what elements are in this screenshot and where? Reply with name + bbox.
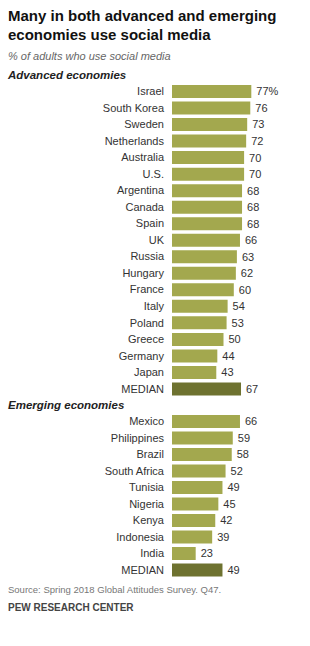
svg-text:Kenya: Kenya — [133, 514, 165, 526]
svg-text:59: 59 — [238, 432, 250, 444]
svg-text:42: 42 — [220, 514, 232, 526]
svg-text:66: 66 — [245, 415, 257, 427]
svg-text:Netherlands: Netherlands — [105, 135, 165, 147]
svg-text:49: 49 — [227, 564, 239, 576]
svg-text:73: 73 — [252, 118, 264, 130]
svg-text:Sweden: Sweden — [124, 118, 164, 130]
svg-text:Greece: Greece — [128, 333, 164, 345]
html-text:Many in both advanced and emer: Many in both advanced and emerging econo… — [8, 7, 277, 43]
svg-text:49: 49 — [227, 481, 239, 493]
svg-text:45: 45 — [223, 498, 235, 510]
svg-text:Tunisia: Tunisia — [129, 481, 165, 493]
svg-text:Philippines: Philippines — [111, 432, 165, 444]
svg-text:68: 68 — [247, 185, 259, 197]
svg-text:UK: UK — [149, 234, 165, 246]
html-text:PEW RESEARCH CENTER: PEW RESEARCH CENTER — [8, 602, 134, 613]
svg-text:68: 68 — [247, 218, 259, 230]
svg-text:Mexico: Mexico — [129, 415, 164, 427]
svg-text:76: 76 — [255, 102, 267, 114]
svg-text:Nigeria: Nigeria — [129, 498, 165, 510]
svg-text:MEDIAN: MEDIAN — [121, 564, 164, 576]
svg-text:44: 44 — [222, 350, 234, 362]
svg-text:South Korea: South Korea — [103, 102, 165, 114]
svg-text:Australia: Australia — [121, 151, 165, 163]
svg-text:Israel: Israel — [137, 85, 164, 97]
svg-text:Hungary: Hungary — [122, 267, 164, 279]
svg-text:23: 23 — [201, 547, 213, 559]
svg-text:Spain: Spain — [136, 217, 164, 229]
svg-text:53: 53 — [232, 317, 244, 329]
svg-text:Russia: Russia — [130, 250, 165, 262]
svg-text:Brazil: Brazil — [136, 448, 164, 460]
svg-text:52: 52 — [231, 465, 243, 477]
svg-text:60: 60 — [239, 284, 251, 296]
svg-text:77%: 77% — [256, 85, 278, 97]
svg-text:Italy: Italy — [144, 300, 165, 312]
svg-text:Argentina: Argentina — [117, 184, 165, 196]
svg-text:MEDIAN: MEDIAN — [121, 383, 164, 395]
svg-text:France: France — [130, 283, 164, 295]
svg-text:58: 58 — [237, 448, 249, 460]
svg-text:50: 50 — [229, 333, 241, 345]
svg-text:South Africa: South Africa — [105, 465, 165, 477]
svg-text:Canada: Canada — [125, 201, 164, 213]
svg-text:Poland: Poland — [130, 317, 164, 329]
html-text:Advanced economies: Advanced economies — [8, 69, 127, 81]
html-text:Emerging economies: Emerging economies — [8, 399, 125, 411]
svg-text:43: 43 — [221, 366, 233, 378]
svg-text:72: 72 — [251, 135, 263, 147]
svg-text:66: 66 — [245, 234, 257, 246]
svg-text:India: India — [140, 547, 165, 559]
html-text:Source: Spring 2018 Global Att: Source: Spring 2018 Global Attitudes Sur… — [8, 584, 222, 595]
svg-text:Indonesia: Indonesia — [116, 531, 165, 543]
svg-text:54: 54 — [233, 300, 245, 312]
html-text:% of adults who use social med: % of adults who use social media — [8, 50, 171, 62]
svg-text:62: 62 — [241, 267, 253, 279]
svg-text:67: 67 — [246, 383, 258, 395]
svg-text:63: 63 — [242, 251, 254, 263]
svg-text:70: 70 — [249, 168, 261, 180]
svg-text:70: 70 — [249, 152, 261, 164]
svg-text:68: 68 — [247, 201, 259, 213]
svg-text:Germany: Germany — [119, 350, 165, 362]
svg-text:U.S.: U.S. — [143, 168, 164, 180]
svg-text:39: 39 — [217, 531, 229, 543]
svg-text:Japan: Japan — [134, 366, 164, 378]
